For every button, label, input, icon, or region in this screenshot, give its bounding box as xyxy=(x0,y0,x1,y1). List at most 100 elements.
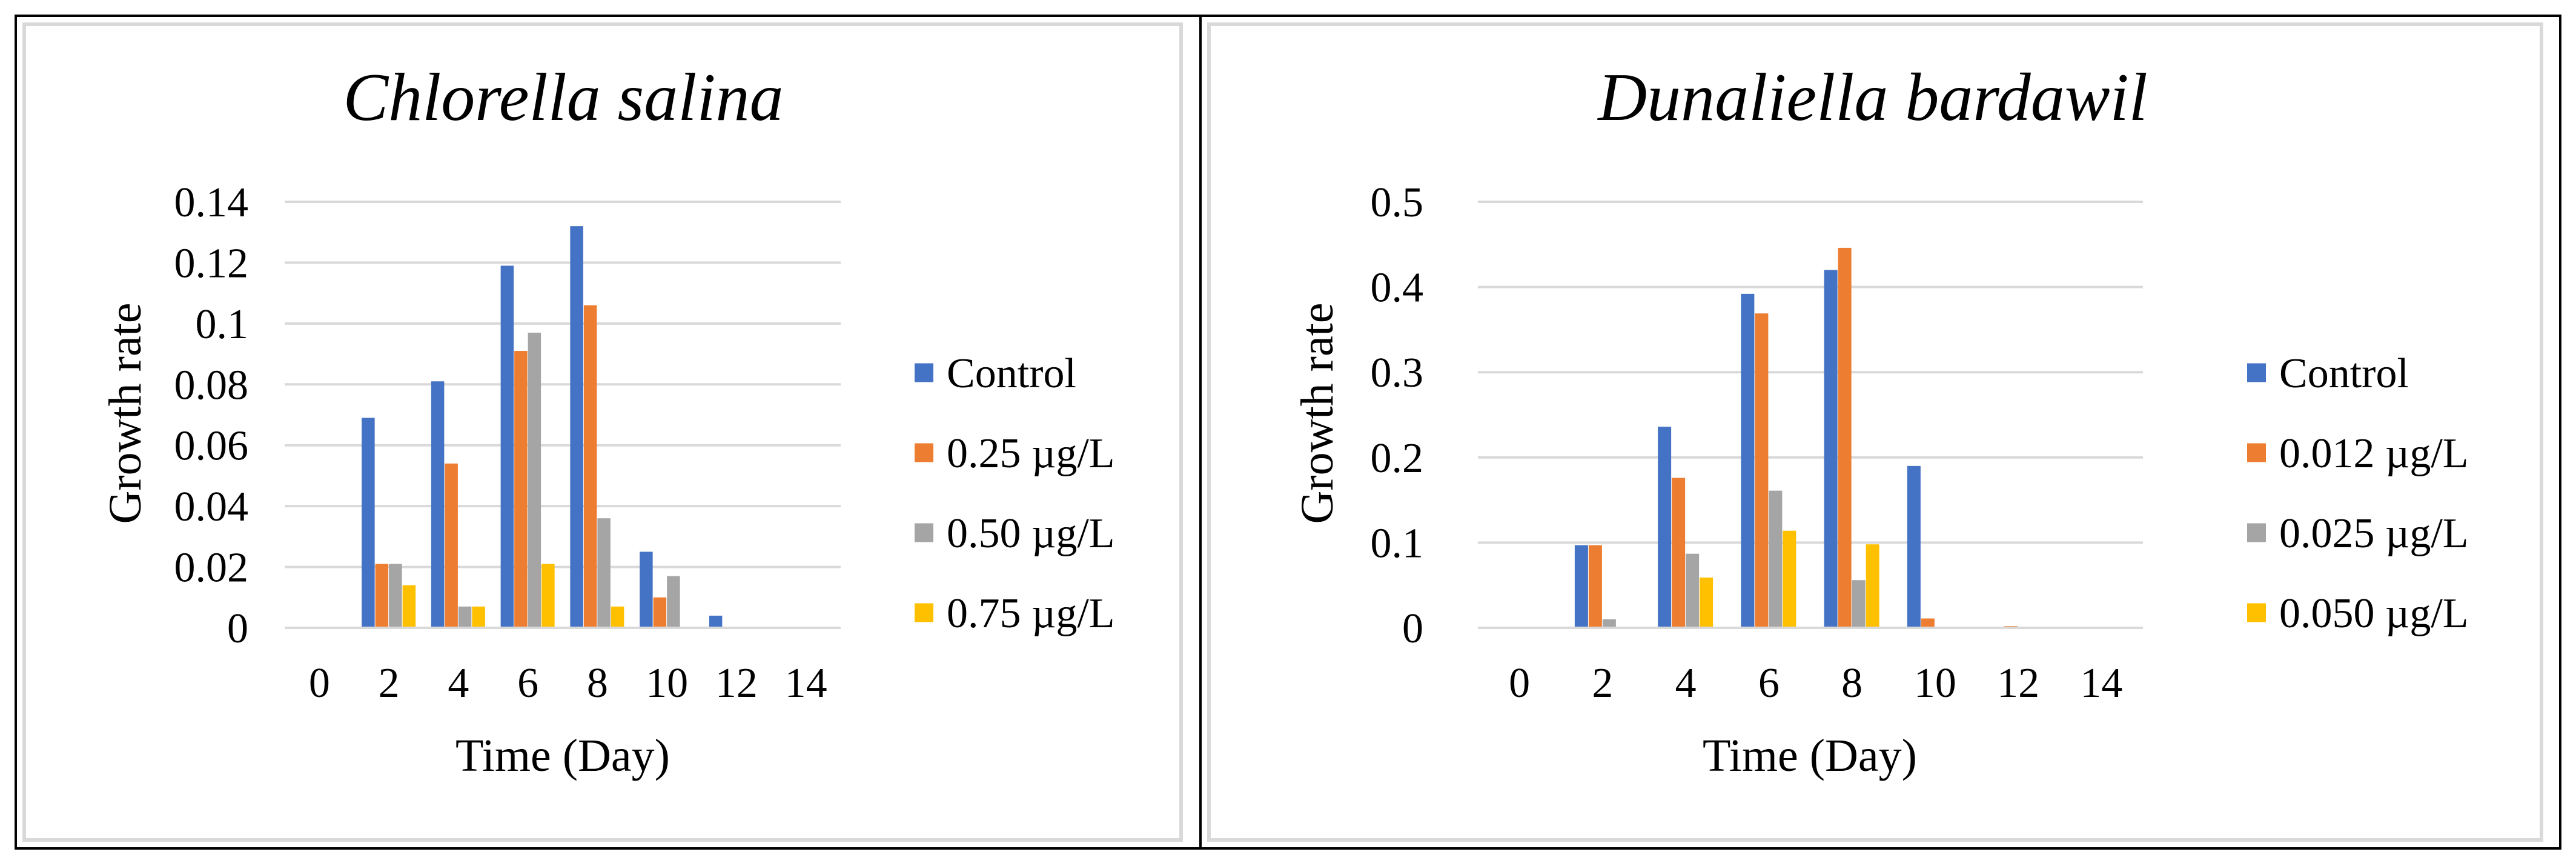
bar xyxy=(640,551,653,628)
x-tick-label: 6 xyxy=(1758,660,1780,707)
chart-panel-chlorella: Chlorella salina 0 0.02 0.04 0.06 0.08 0.1 0.1… xyxy=(15,15,1202,850)
x-tick-labels: 0 2 4 6 8 10 12 14 xyxy=(1509,660,2122,707)
legend-entry: 0.012 µg/L xyxy=(2279,430,2469,477)
legend-entry: 0.050 µg/L xyxy=(2279,590,2469,637)
x-tick-label: 0 xyxy=(1509,660,1530,707)
chart-area-border xyxy=(1207,22,2543,842)
y-tick-label: 0.4 xyxy=(1371,265,1424,311)
chart-title: Chlorella salina xyxy=(343,60,783,135)
y-tick-label: 0 xyxy=(1402,605,1423,652)
x-tick-label: 12 xyxy=(1997,660,2039,707)
bar xyxy=(1907,465,1921,628)
legend-swatch xyxy=(2247,443,2266,462)
legend-swatch xyxy=(915,443,933,462)
y-tick-label: 0.08 xyxy=(174,362,249,408)
legend-swatch xyxy=(915,363,933,382)
bar xyxy=(472,606,485,628)
bars xyxy=(362,226,723,628)
y-tick-label: 0.2 xyxy=(1371,435,1424,482)
legend-swatch xyxy=(915,603,933,622)
bar xyxy=(375,564,389,628)
chart-panel-dunaliella: Dunaliella bardawil 0 0.1 0.2 0.3 0.4 0.5 0 2 4… xyxy=(1199,15,2561,850)
bar xyxy=(709,615,723,628)
x-tick-label: 10 xyxy=(1914,660,1956,707)
bars xyxy=(1574,247,2018,628)
x-tick-label: 14 xyxy=(2080,660,2122,707)
bar xyxy=(583,305,597,628)
legend-entry: 0.025 µg/L xyxy=(2279,510,2469,557)
bar xyxy=(541,564,555,628)
chart-area-border xyxy=(22,22,1183,842)
x-tick-labels: 0 2 4 6 8 10 12 14 xyxy=(309,660,827,707)
bar xyxy=(389,564,402,628)
bar xyxy=(1769,490,1783,628)
y-tick-label: 0.5 xyxy=(1371,179,1424,226)
legend-swatch xyxy=(2247,363,2266,382)
y-tick-labels: 0 0.02 0.04 0.06 0.08 0.1 0.12 0.14 xyxy=(174,179,249,652)
bar xyxy=(1866,544,1879,628)
y-axis-label: Growth rate xyxy=(100,302,151,524)
legend-entry: 0.50 µg/L xyxy=(947,510,1115,557)
x-tick-label: 2 xyxy=(379,660,400,707)
legend-swatch xyxy=(2247,603,2266,622)
x-tick-label: 2 xyxy=(1592,660,1613,707)
bar xyxy=(402,585,416,628)
y-tick-label: 0 xyxy=(227,605,248,652)
x-axis-label: Time (Day) xyxy=(1703,730,1917,781)
bar xyxy=(1921,618,1935,628)
bar xyxy=(1574,545,1588,628)
x-tick-label: 4 xyxy=(448,660,469,707)
bar xyxy=(528,332,541,628)
gridlines xyxy=(285,201,841,568)
bar xyxy=(514,351,528,628)
bar xyxy=(1838,247,1852,628)
bar xyxy=(445,463,458,628)
bar xyxy=(1852,580,1866,628)
bar xyxy=(362,418,375,628)
bar xyxy=(1755,313,1769,628)
legend: Control 0.25 µg/L 0.50 µg/L 0.75 µg/L xyxy=(915,350,1115,637)
x-tick-label: 10 xyxy=(646,660,688,707)
bar xyxy=(500,265,514,628)
y-tick-label: 0.12 xyxy=(174,240,249,287)
bar xyxy=(597,518,611,628)
bar xyxy=(458,606,472,628)
bar xyxy=(653,597,667,628)
chart-title: Dunaliella bardawil xyxy=(1597,60,2147,135)
y-tick-labels: 0 0.1 0.2 0.3 0.4 0.5 xyxy=(1371,179,1424,652)
y-tick-label: 0.3 xyxy=(1371,350,1424,396)
bar xyxy=(1783,530,1796,628)
bar xyxy=(570,226,583,628)
bar xyxy=(611,606,624,628)
bar xyxy=(1686,553,1700,628)
legend-entry: Control xyxy=(2279,350,2409,397)
bar xyxy=(1700,578,1713,628)
y-tick-label: 0.02 xyxy=(174,545,249,591)
x-tick-label: 4 xyxy=(1675,660,1697,707)
x-tick-label: 8 xyxy=(587,660,608,707)
legend-entry: 0.25 µg/L xyxy=(947,430,1115,477)
y-tick-label: 0.06 xyxy=(174,423,249,470)
bar xyxy=(667,576,680,628)
x-tick-label: 0 xyxy=(309,660,330,707)
bar xyxy=(1588,545,1602,628)
bar xyxy=(1658,427,1672,628)
y-tick-label: 0.1 xyxy=(1371,520,1424,567)
x-axis-label: Time (Day) xyxy=(455,730,670,781)
y-tick-label: 0.1 xyxy=(196,301,249,348)
gridlines xyxy=(1478,201,2143,544)
panel-outer-border xyxy=(1199,15,2561,850)
bar xyxy=(1672,478,1686,628)
legend: Control 0.012 µg/L 0.025 µg/L 0.050 µg/L xyxy=(2247,350,2469,637)
x-tick-label: 12 xyxy=(715,660,758,707)
x-tick-label: 8 xyxy=(1841,660,1862,707)
legend-entry: 0.75 µg/L xyxy=(947,590,1115,637)
y-tick-label: 0.14 xyxy=(174,179,249,226)
x-tick-label: 14 xyxy=(785,660,827,707)
bar xyxy=(1824,270,1838,628)
bar xyxy=(431,381,445,628)
legend-swatch xyxy=(2247,523,2266,542)
legend-swatch xyxy=(915,523,933,542)
